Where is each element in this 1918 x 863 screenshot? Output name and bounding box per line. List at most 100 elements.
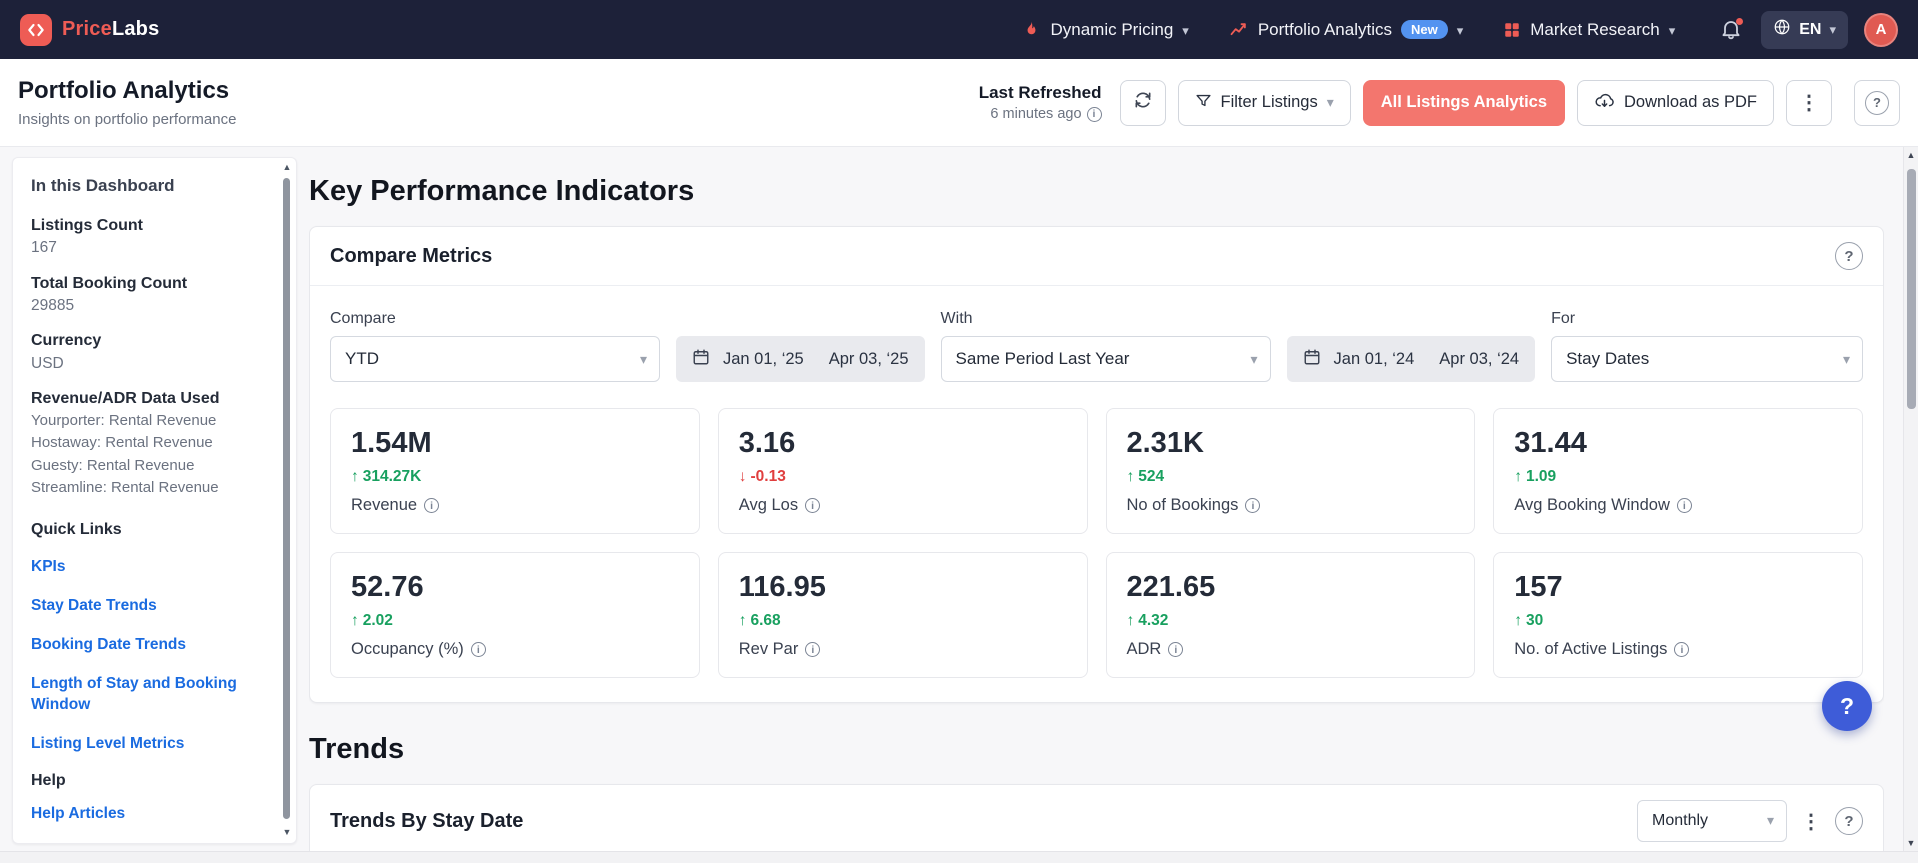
metric-delta: ↑ 314.27K [351, 468, 422, 485]
kpi-heading: Key Performance Indicators [309, 175, 695, 207]
nav-item-label: Portfolio Analytics [1257, 19, 1392, 39]
for-group: For Stay Dates [1551, 310, 1863, 382]
trends-card-actions: Monthly [1637, 800, 1863, 842]
metric-delta: ↑ 524 [1126, 468, 1165, 485]
new-badge: New [1401, 20, 1448, 39]
metric-value: 52.76 [351, 571, 424, 603]
info-icon[interactable] [1168, 642, 1184, 657]
info-icon[interactable] [805, 498, 821, 513]
sidebar-scroll-thumb[interactable] [283, 178, 290, 819]
stat-total-booking-count: Total Booking Count 29885 [31, 274, 188, 314]
help-icon[interactable] [1835, 242, 1863, 270]
stat-revenue-data-used: Revenue/ADR Data Used Yourporter: Rental… [31, 389, 220, 496]
delta-arrow-icon: ↑ [351, 612, 359, 629]
trends-period-select[interactable]: Monthly [1637, 800, 1787, 842]
info-icon[interactable] [1674, 642, 1690, 657]
compare-period-select[interactable]: YTD [330, 336, 660, 382]
with-period-select[interactable]: Same Period Last Year [940, 336, 1271, 382]
with-date-range[interactable]: Jan 01, ‘24 Apr 03, ‘24 [1286, 336, 1536, 382]
language-code: EN [1799, 20, 1822, 38]
filter-listings-button[interactable]: Filter Listings [1177, 79, 1351, 126]
quick-links-title: Quick Links [31, 520, 122, 538]
notifications-bell-icon[interactable] [1719, 17, 1745, 43]
for-select[interactable]: Stay Dates [1551, 336, 1863, 382]
scroll-down-icon[interactable] [1904, 838, 1918, 848]
main-scroll-thumb[interactable] [1907, 169, 1916, 409]
metric-card-revenue: 1.54M ↑ 314.27K Revenue [330, 408, 700, 534]
metric-card-active-listings: 157 ↑ 30 No. of Active Listings [1493, 552, 1863, 678]
compare-metrics-body: Compare YTD Jan 01, ‘25 Apr 03, ‘25 [310, 286, 1883, 702]
compare-date-range[interactable]: Jan 01, ‘25 Apr 03, ‘25 [676, 336, 925, 382]
sidebar-link-stay-date-trends[interactable]: Stay Date Trends [31, 596, 157, 614]
refresh-button[interactable] [1119, 79, 1166, 126]
header-kebab-menu-button[interactable] [1786, 79, 1832, 126]
sidebar-link-booking-date-trends[interactable]: Booking Date Trends [31, 635, 187, 653]
sidebar-scrollbar[interactable] [281, 158, 293, 843]
nav-item-market-research[interactable]: Market Research [1503, 20, 1675, 40]
main-scrollbar[interactable] [1903, 147, 1918, 851]
last-refreshed-label: Last Refreshed [978, 83, 1102, 102]
delta-arrow-icon: ↑ [1126, 612, 1135, 629]
user-avatar[interactable]: A [1864, 12, 1898, 47]
metric-card-no-of-bookings: 2.31K ↑ 524 No of Bookings [1105, 408, 1476, 534]
nav-item-dynamic-pricing[interactable]: Dynamic Pricing [1022, 20, 1188, 40]
delta-arrow-icon: ↓ [738, 468, 747, 485]
chevron-down-icon [1251, 349, 1258, 369]
sidebar-link-kpis[interactable]: KPIs [31, 557, 66, 575]
nav-right: EN A [1719, 10, 1898, 49]
with-label: With [940, 310, 973, 327]
metric-label: No of Bookings [1126, 496, 1239, 514]
info-icon[interactable] [1086, 106, 1102, 122]
info-icon[interactable] [424, 498, 440, 513]
pricelabs-logo[interactable]: PriceLabs [20, 13, 159, 46]
metric-card-adr: 221.65 ↑ 4.32 ADR [1105, 552, 1476, 678]
brand-mark-icon [20, 13, 52, 46]
metric-label: No. of Active Listings [1514, 640, 1668, 658]
info-icon[interactable] [470, 642, 486, 657]
delta-arrow-icon: ↑ [738, 612, 747, 629]
chevron-down-icon [1327, 93, 1334, 112]
sidebar-link-listing-level-metrics[interactable]: Listing Level Metrics [31, 734, 185, 752]
range-start: Jan 01, ‘25 [723, 349, 804, 368]
metric-label: Avg Booking Window [1514, 496, 1670, 514]
floating-help-button[interactable] [1822, 681, 1872, 731]
info-icon[interactable] [1245, 498, 1261, 513]
refresh-icon [1133, 90, 1153, 115]
grid-icon [1503, 21, 1521, 39]
scroll-up-icon[interactable] [1904, 150, 1918, 160]
stat-listings-count: Listings Count 167 [31, 217, 143, 257]
cloud-download-icon [1594, 90, 1615, 116]
download-pdf-button[interactable]: Download as PDF [1577, 79, 1774, 126]
nav-item-label: Dynamic Pricing [1050, 19, 1174, 39]
horizontal-scrollbar[interactable] [0, 851, 1918, 863]
metric-label: Occupancy (%) [351, 640, 464, 658]
flame-icon [1022, 20, 1041, 39]
scroll-up-icon[interactable] [281, 162, 293, 172]
page-header: Portfolio Analytics Insights on portfoli… [0, 59, 1918, 147]
sidebar-link-los-booking-window[interactable]: Length of Stay and Booking Window [31, 674, 237, 713]
header-help-button[interactable] [1854, 79, 1900, 126]
metric-label: Rev Par [738, 640, 799, 658]
language-selector[interactable]: EN [1761, 10, 1848, 49]
metric-label: ADR [1126, 640, 1162, 658]
metric-value: 221.65 [1126, 571, 1216, 603]
metric-delta: ↑ 2.02 [351, 612, 393, 629]
info-icon[interactable] [1676, 498, 1692, 513]
delta-arrow-icon: ↑ [351, 468, 359, 485]
trends-kebab-menu[interactable] [1801, 809, 1821, 834]
metric-card-avg-booking-window: 31.44 ↑ 1.09 Avg Booking Window [1493, 408, 1863, 534]
compare-metrics-title: Compare Metrics [330, 244, 493, 267]
range-end: Apr 03, ‘24 [1439, 349, 1520, 368]
nav-menu: Dynamic Pricing Portfolio Analytics New … [1022, 20, 1675, 40]
top-nav: PriceLabs Dynamic Pricing Portfolio Anal… [0, 0, 1918, 59]
nav-item-portfolio-analytics[interactable]: Portfolio Analytics New [1229, 20, 1463, 40]
scroll-down-icon[interactable] [281, 827, 293, 837]
sidebar-title: In this Dashboard [31, 176, 175, 195]
sidebar-link-help-articles[interactable]: Help Articles [31, 805, 126, 823]
help-title: Help [31, 772, 66, 790]
download-pdf-label: Download as PDF [1624, 93, 1757, 111]
info-icon[interactable] [805, 642, 821, 657]
help-icon[interactable] [1835, 807, 1863, 835]
all-listings-analytics-button[interactable]: All Listings Analytics [1362, 79, 1566, 126]
metric-card-rev-par: 116.95 ↑ 6.68 Rev Par [717, 552, 1088, 678]
